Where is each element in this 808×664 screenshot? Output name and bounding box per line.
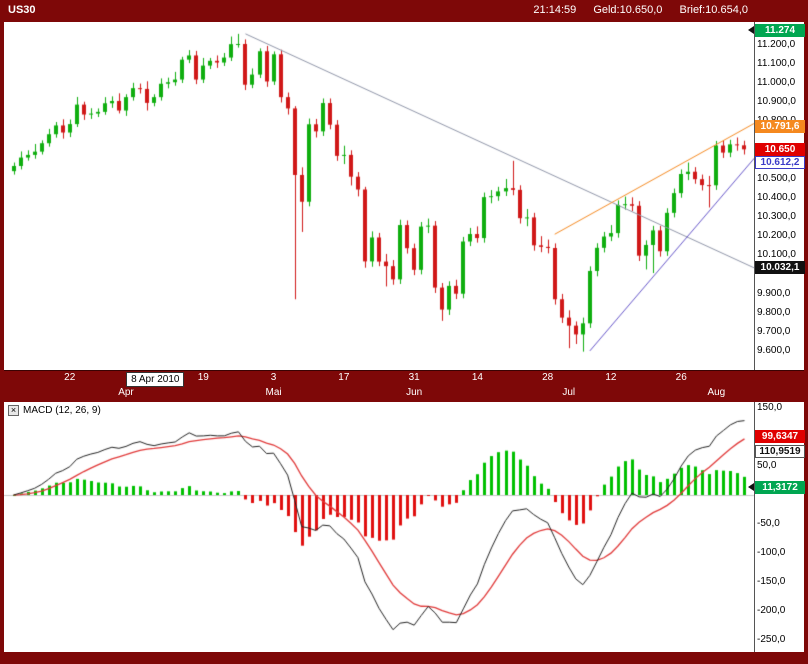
x-axis-tick-label: 26 <box>675 372 687 383</box>
period-high-badge: 11.274 <box>748 23 805 37</box>
last-price-badge: 10.650 <box>755 143 805 157</box>
x-axis-tick-label: 19 <box>197 372 209 383</box>
time-axis[interactable]: 22 19 3 17 31 14 28 12 26 8 Apr 2010 Apr Mai Jun Jul… <box>4 370 804 402</box>
macd-axis[interactable]: 150,0 50,0 -50,0 -100,0 -150,0 -200,0 -250,0 99… <box>748 401 805 652</box>
quote-info: 21:14:59 Geld:10.650,0 Brief:10.654,0 <box>519 4 748 16</box>
x-axis-month-label: Jun <box>406 387 423 398</box>
y-axis-tick-label: -150,0 <box>757 576 786 588</box>
orange-trendline-badge: 10.791,6 <box>755 120 805 134</box>
close-icon[interactable]: × <box>8 405 19 416</box>
y-axis-tick-label: 10.200,0 <box>757 230 796 242</box>
y-axis-tick-label: 9.700,0 <box>757 325 791 337</box>
y-axis-tick-label: -50,0 <box>757 518 780 530</box>
x-axis-month-label: Apr <box>118 387 134 398</box>
ask-label: Brief:10.654,0 <box>679 4 749 16</box>
y-axis-tick-label: 10.100,0 <box>757 249 796 261</box>
x-axis-month-label: Aug <box>707 387 726 398</box>
gray-trendline-badge: 10.032,1 <box>755 261 805 275</box>
y-axis-tick-label: 10.900,0 <box>757 96 796 108</box>
macd-chart-canvas[interactable] <box>4 402 754 652</box>
date-marker: 8 Apr 2010 <box>126 372 185 387</box>
y-axis-tick-label: -200,0 <box>757 605 786 617</box>
bid-label: Geld:10.650,0 <box>593 4 663 16</box>
y-axis-tick-label: 11.100,0 <box>757 58 796 70</box>
price-axis[interactable]: 11.200,011.100,011.000,010.900,010.800,0… <box>748 22 805 370</box>
blue-trendline-badge: 10.612,2 <box>755 156 805 170</box>
x-axis-tick-label: 31 <box>408 372 420 383</box>
time-axis-day-row: 22 19 3 17 31 14 28 12 26 8 Apr 2010 <box>4 372 804 387</box>
clock-time: 21:14:59 <box>533 4 577 16</box>
title-bar: US30 21:14:59 Geld:10.650,0 Brief:10.654… <box>4 3 804 20</box>
y-axis-tick-label: 50,0 <box>757 459 777 471</box>
x-axis-month-label: Jul <box>562 387 576 398</box>
x-axis-tick-label: 28 <box>542 372 554 383</box>
time-axis-month-row: Apr Mai Jun Jul Aug <box>4 387 804 402</box>
macd-header: × MACD (12, 26, 9) <box>8 405 101 416</box>
axis-pointer-arrow-icon <box>748 483 754 492</box>
symbol-label: US30 <box>8 4 36 16</box>
x-axis-tick-label: 14 <box>471 372 483 383</box>
y-axis-tick-label: 11.000,0 <box>757 77 796 89</box>
y-axis-tick-label: 150,0 <box>757 401 783 413</box>
x-axis-tick-label: 12 <box>605 372 617 383</box>
y-axis-tick-label: 9.800,0 <box>757 306 791 318</box>
x-axis-tick-label: 22 <box>64 372 76 383</box>
histogram-value-badge: 11,3172 <box>748 481 805 495</box>
x-axis-tick-label: 3 <box>270 372 277 383</box>
y-axis-tick-label: 9.600,0 <box>757 344 791 356</box>
macd-value-badge: 110,9519 <box>755 444 805 458</box>
y-axis-tick-label: 10.300,0 <box>757 211 796 223</box>
x-axis-tick-label: 17 <box>338 372 350 383</box>
y-axis-tick-label: -250,0 <box>757 634 786 646</box>
price-chart-canvas[interactable] <box>4 22 754 370</box>
y-axis-tick-label: 10.400,0 <box>757 191 796 203</box>
signal-value-badge: 99,6347 <box>755 430 805 444</box>
x-axis-month-label: Mai <box>265 387 282 398</box>
y-axis-tick-label: 11.200,0 <box>757 38 796 50</box>
y-axis-tick-label: 9.900,0 <box>757 287 791 299</box>
macd-indicator-label: MACD (12, 26, 9) <box>23 405 101 416</box>
y-axis-tick-label: 10.500,0 <box>757 172 796 184</box>
y-axis-tick-label: -100,0 <box>757 547 786 559</box>
axis-pointer-arrow-icon <box>748 25 754 34</box>
